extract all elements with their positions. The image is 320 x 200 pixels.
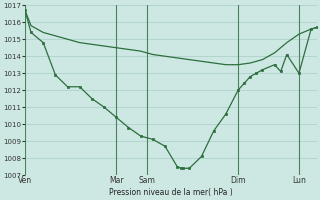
- X-axis label: Pression niveau de la mer( hPa ): Pression niveau de la mer( hPa ): [109, 188, 233, 197]
